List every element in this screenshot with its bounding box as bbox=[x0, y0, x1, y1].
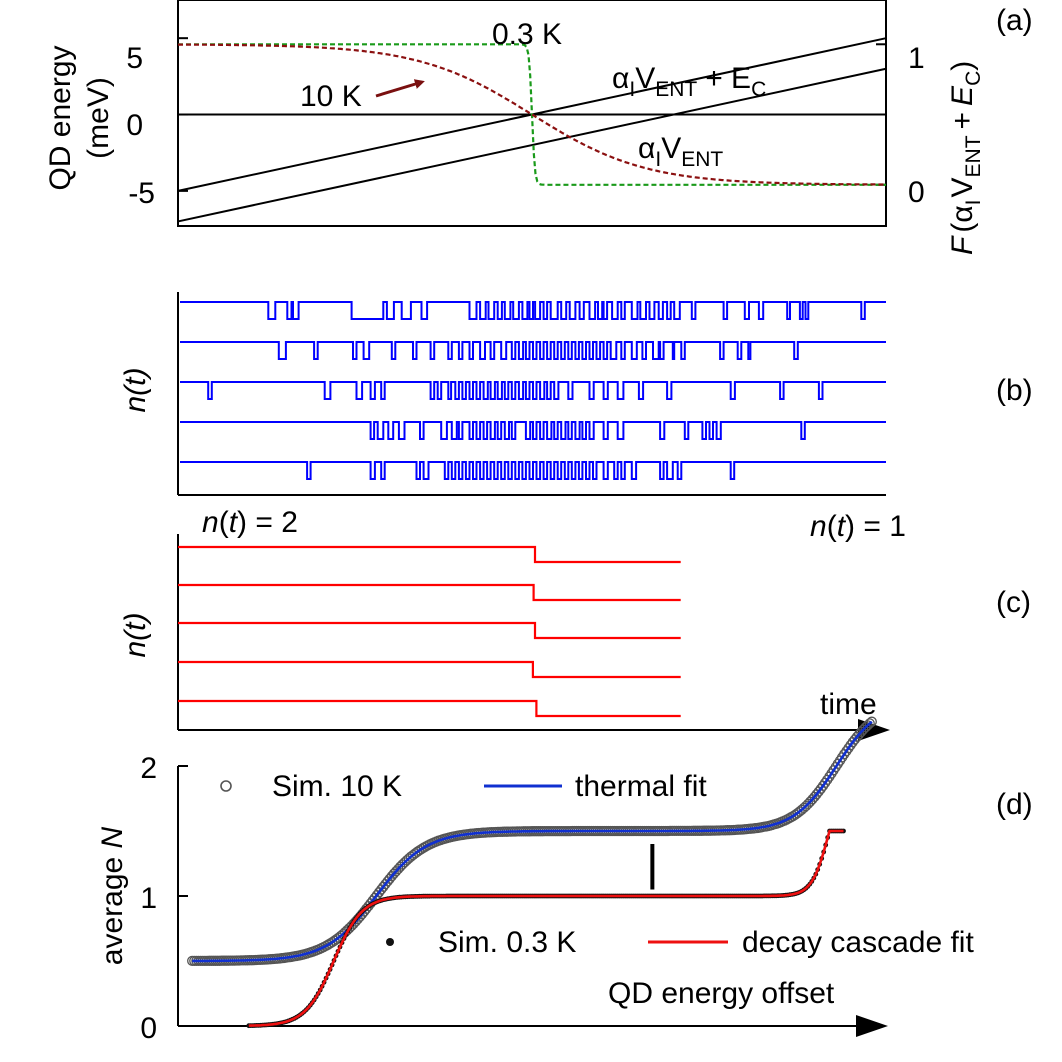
trace-b-4 bbox=[180, 421, 886, 440]
panel-d-label: (d) bbox=[996, 788, 1033, 821]
state-label-right: n(t) = 1 bbox=[810, 510, 906, 543]
panel-b-traces bbox=[180, 301, 886, 480]
panel-d-ticks bbox=[178, 765, 188, 1027]
panel-c-xlabel: time bbox=[820, 688, 877, 721]
panel-a-ytick-neg5: -5 bbox=[128, 177, 155, 210]
legend-fit-cold-label: decay cascade fit bbox=[742, 926, 974, 959]
panel-c-x-arrow bbox=[858, 719, 890, 741]
decay-cascade-fit-line bbox=[248, 829, 844, 1027]
panel-a-ytick-0: 0 bbox=[126, 109, 143, 142]
panel-d-xlabel: QD energy offset bbox=[608, 977, 835, 1010]
panel-d-plot bbox=[187, 716, 877, 1029]
cold-temp-label: 0.3 K bbox=[492, 18, 562, 51]
upper-line-label: αIVENT + EC bbox=[612, 62, 766, 101]
sim-hot-point bbox=[866, 716, 877, 727]
trace-c-5 bbox=[178, 699, 681, 718]
hot-temp-label: 10 K bbox=[300, 80, 362, 113]
panel-a-right-ytick-0: 0 bbox=[908, 176, 925, 209]
lower-line-label: αIVENT bbox=[638, 132, 723, 171]
trace-c-4 bbox=[178, 660, 681, 679]
energy-line-0 bbox=[177, 67, 887, 223]
panel-a-ytick-5: 5 bbox=[126, 42, 143, 75]
trace-b-2 bbox=[180, 341, 886, 360]
panel-c: n(t) time n(t) = 2 n(t) = 1 (c) bbox=[119, 506, 1031, 741]
legend-sim-cold-label: Sim. 0.3 K bbox=[438, 926, 576, 959]
panel-d: 0 1 2 average N QD energy offset Sim. 10… bbox=[96, 716, 1033, 1045]
panel-d-ylabel: average N bbox=[96, 826, 129, 965]
panel-a: QD energy (meV) 5 0 -5 1 0 F(αIVENT+EC) … bbox=[44, 0, 1033, 255]
trace-b-3 bbox=[180, 381, 886, 400]
panel-a-frame bbox=[177, 0, 887, 227]
trace-b-1 bbox=[180, 301, 886, 320]
fermi-curve-3 bbox=[178, 43, 886, 186]
panel-b-label: (b) bbox=[996, 374, 1033, 407]
legend-sim-cold-marker bbox=[386, 938, 394, 946]
panel-b-ylabel: n(t) bbox=[119, 368, 152, 413]
trace-c-2 bbox=[178, 583, 681, 602]
hot-temp-arrow bbox=[375, 79, 425, 98]
thermal-fit-line bbox=[192, 720, 873, 963]
legend-fit-hot-label: thermal fit bbox=[575, 770, 707, 803]
panel-c-ylabel: n(t) bbox=[119, 613, 152, 658]
panel-a-label: (a) bbox=[996, 4, 1033, 37]
panel-c-label: (c) bbox=[996, 586, 1031, 619]
trace-c-3 bbox=[178, 621, 681, 640]
sim-hot-point bbox=[864, 718, 875, 729]
panel-c-traces bbox=[178, 545, 681, 718]
panel-b: n(t) (b) bbox=[119, 292, 1033, 496]
panel-a-right-ylabel: F(αIVENT+EC) bbox=[946, 61, 985, 255]
trace-c-1 bbox=[178, 545, 681, 564]
panel-d-ytick-1: 1 bbox=[140, 882, 157, 915]
legend-sim-hot-marker bbox=[220, 780, 232, 792]
panel-a-plot bbox=[177, 37, 887, 223]
panel-a-ylabel-line2: (meV) bbox=[82, 77, 115, 159]
panel-d-ytick-0: 0 bbox=[140, 1012, 157, 1045]
panel-a-right-ytick-1: 1 bbox=[908, 42, 925, 75]
panel-a-ylabel-line1: QD energy bbox=[44, 45, 77, 190]
trace-b-5 bbox=[180, 461, 886, 480]
legend-sim-hot-label: Sim. 10 K bbox=[272, 770, 402, 803]
state-label-left: n(t) = 2 bbox=[202, 506, 298, 539]
panel-d-ytick-2: 2 bbox=[140, 752, 157, 785]
fermi-curve-4 bbox=[178, 43, 886, 186]
panel-d-x-arrow bbox=[856, 1015, 888, 1037]
